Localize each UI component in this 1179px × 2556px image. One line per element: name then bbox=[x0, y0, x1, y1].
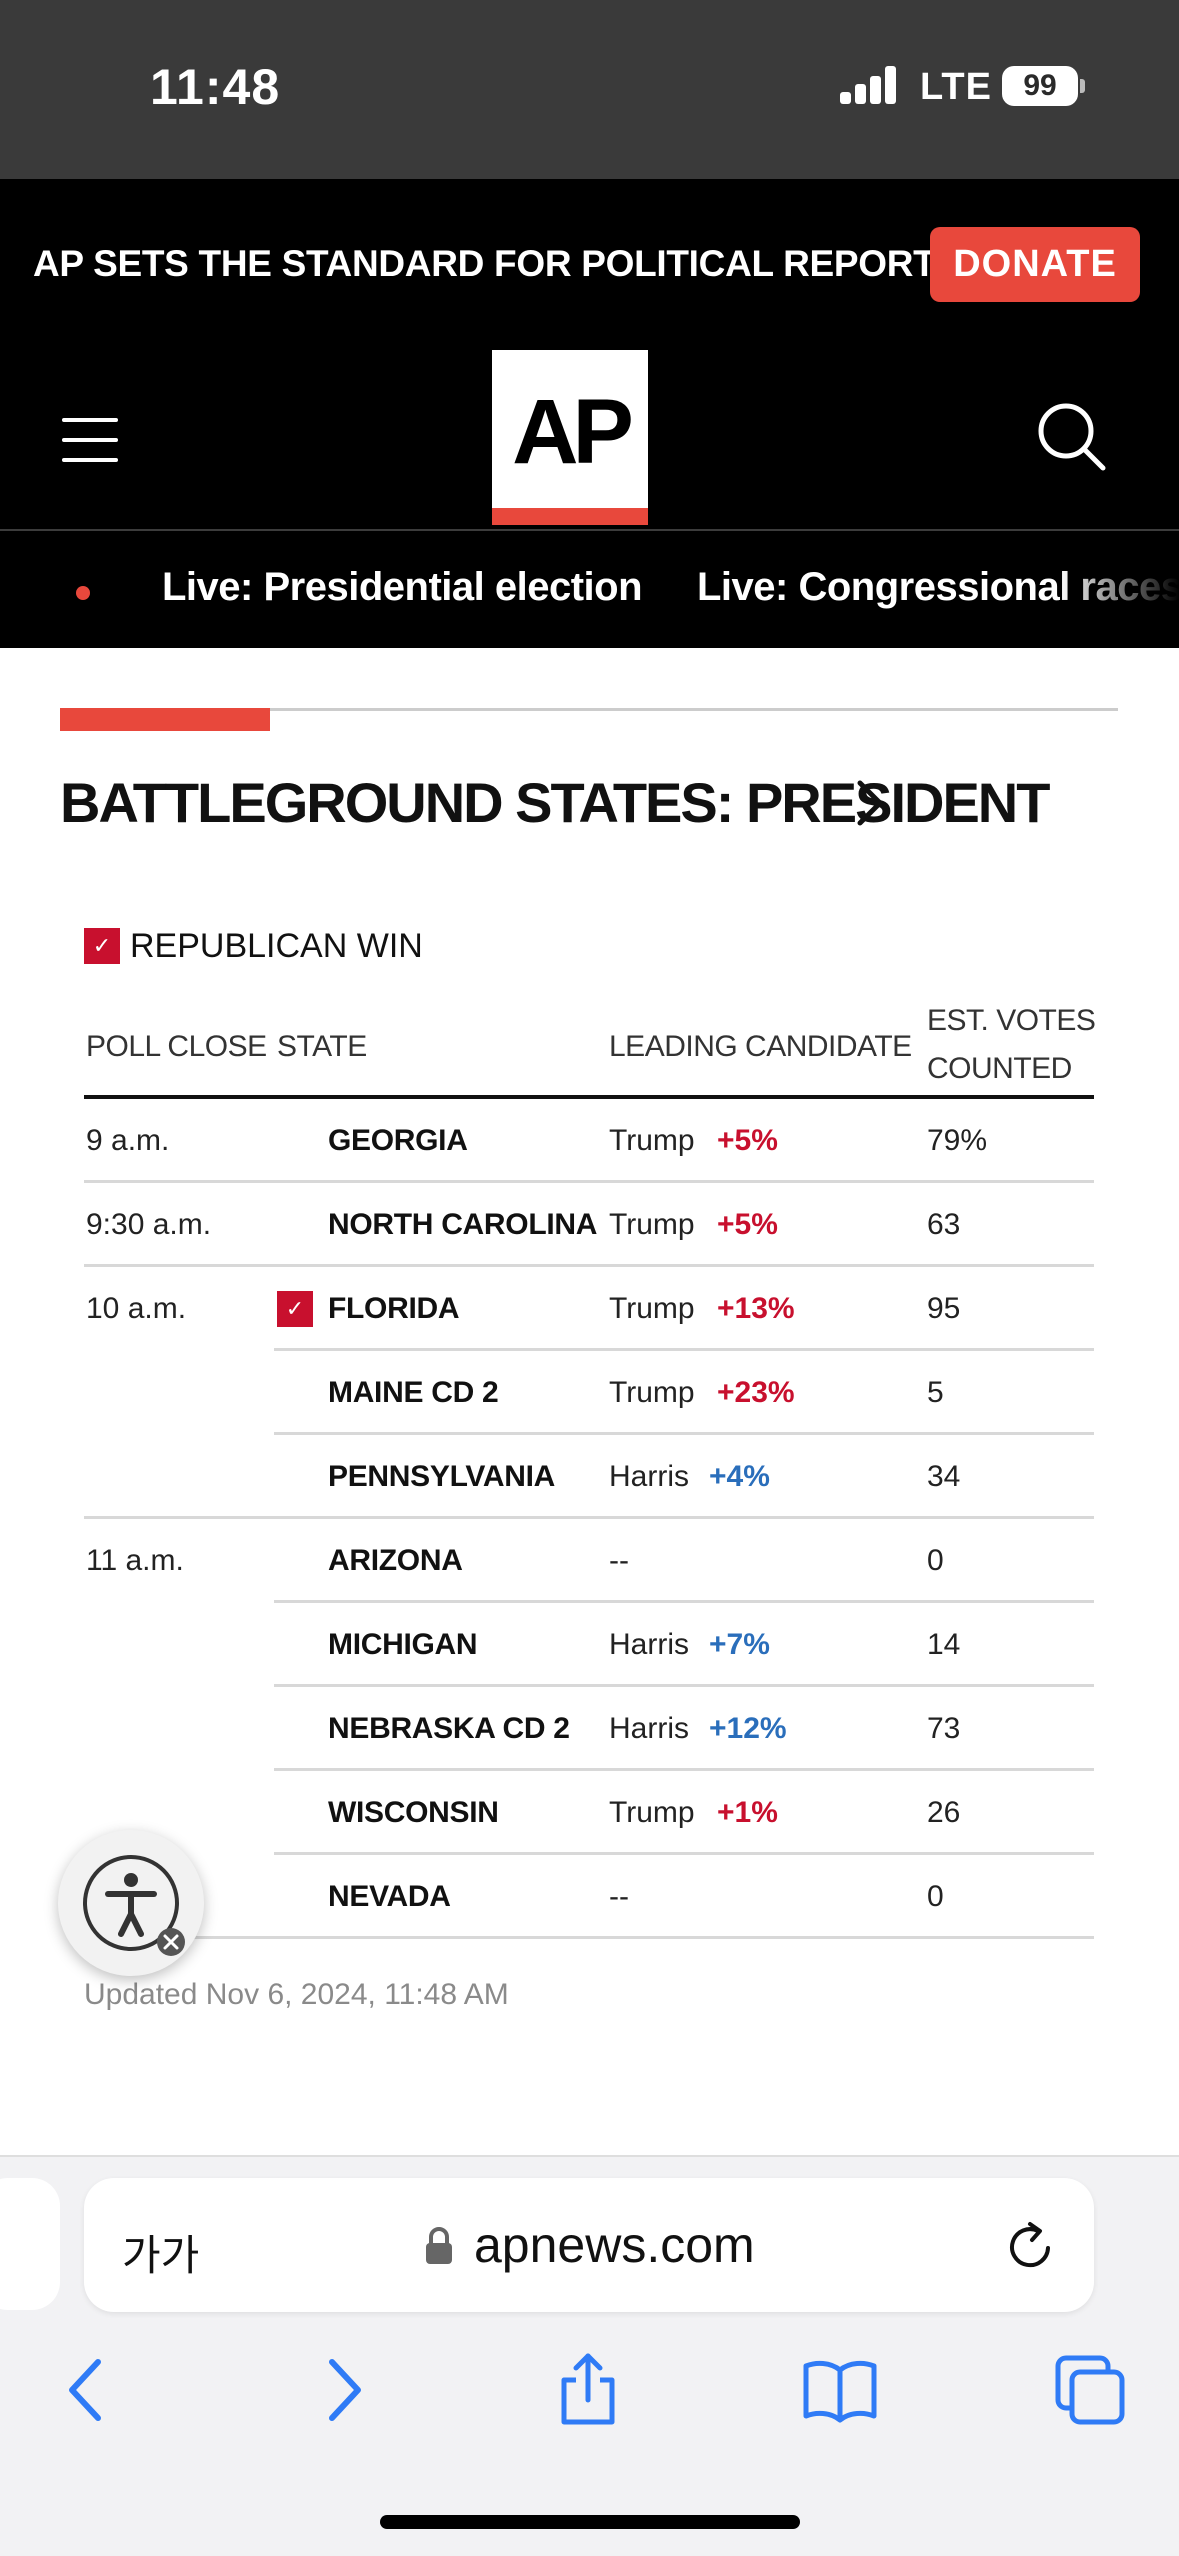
live-strip-fade bbox=[1059, 531, 1179, 648]
header-poll-close: POLL CLOSE bbox=[86, 1030, 267, 1063]
header-est-votes: EST. VOTES bbox=[927, 1004, 1096, 1037]
poll-close-time: 9:30 a.m. bbox=[86, 1208, 212, 1241]
votes-counted: 95 bbox=[927, 1292, 961, 1325]
network-label: LTE bbox=[920, 66, 992, 108]
state-name: WISCONSIN bbox=[328, 1796, 499, 1829]
section-accent bbox=[60, 708, 270, 731]
header-state: STATE bbox=[277, 1030, 367, 1063]
leading-candidate: Trump bbox=[609, 1208, 695, 1241]
leading-candidate: Harris bbox=[609, 1712, 689, 1745]
poll-close-time: 11 a.m. bbox=[86, 1544, 184, 1577]
chevron-right-icon[interactable] bbox=[850, 778, 890, 828]
promo-banner: AP SETS THE STANDARD FOR POLITICAL REPOR… bbox=[0, 179, 1179, 350]
promo-text: AP SETS THE STANDARD FOR POLITICAL REPOR… bbox=[33, 243, 1011, 284]
state-name: FLORIDA bbox=[328, 1292, 460, 1325]
forward-icon[interactable] bbox=[302, 2350, 382, 2430]
votes-counted: 79% bbox=[927, 1124, 988, 1157]
poll-close-time: 9 a.m. bbox=[86, 1124, 170, 1157]
logo-text: AP bbox=[512, 381, 634, 483]
votes-counted: 0 bbox=[927, 1880, 944, 1913]
votes-counted: 5 bbox=[927, 1376, 944, 1409]
votes-counted: 34 bbox=[927, 1460, 961, 1493]
battery-icon: 99 bbox=[1002, 66, 1078, 106]
site-header: AP bbox=[0, 350, 1179, 529]
updated-timestamp: Updated Nov 6, 2024, 11:48 AM bbox=[84, 1978, 509, 2011]
leading-candidate: Trump bbox=[609, 1124, 695, 1157]
logo-accent bbox=[492, 508, 648, 525]
votes-counted: 14 bbox=[927, 1628, 961, 1661]
tabs-icon[interactable] bbox=[1050, 2350, 1130, 2430]
url-bar[interactable]: 가가 apnews.com bbox=[84, 2178, 1094, 2312]
state-name: NEBRASKA CD 2 bbox=[328, 1712, 570, 1745]
state-name: MAINE CD 2 bbox=[328, 1376, 499, 1409]
row-divider bbox=[274, 1432, 1094, 1435]
lead-margin: +5% bbox=[717, 1124, 778, 1157]
header-leading-candidate: LEADING CANDIDATE bbox=[609, 1030, 912, 1063]
state-name: NEVADA bbox=[328, 1880, 451, 1913]
live-strip: Live: Presidential election Live: Congre… bbox=[0, 529, 1179, 648]
legend-label: REPUBLICAN WIN bbox=[130, 927, 423, 965]
lead-margin: +7% bbox=[709, 1628, 770, 1661]
leading-candidate: Trump bbox=[609, 1796, 695, 1829]
leading-candidate: Harris bbox=[609, 1460, 689, 1493]
battery-nub bbox=[1080, 79, 1085, 93]
row-divider bbox=[84, 1180, 1094, 1183]
row-divider bbox=[274, 1684, 1094, 1687]
row-divider bbox=[84, 1936, 1094, 1939]
ap-logo[interactable]: AP bbox=[492, 350, 648, 525]
republican-win-check-icon: ✓ bbox=[84, 928, 120, 964]
leading-candidate: Harris bbox=[609, 1628, 689, 1661]
accessibility-button[interactable] bbox=[58, 1830, 204, 1976]
state-name: ARIZONA bbox=[328, 1544, 463, 1577]
reload-icon[interactable] bbox=[1002, 2218, 1058, 2274]
status-time: 11:48 bbox=[150, 59, 281, 115]
lock-icon bbox=[426, 2227, 452, 2264]
search-icon[interactable] bbox=[1035, 400, 1107, 472]
lead-margin: +5% bbox=[717, 1208, 778, 1241]
leading-candidate: -- bbox=[609, 1880, 629, 1913]
back-icon[interactable] bbox=[48, 2350, 128, 2430]
signal-icon bbox=[840, 66, 898, 104]
live-dot-icon bbox=[76, 586, 90, 600]
leading-candidate: Trump bbox=[609, 1292, 695, 1325]
votes-counted: 63 bbox=[927, 1208, 961, 1241]
lead-margin: +1% bbox=[717, 1796, 778, 1829]
row-divider bbox=[84, 1516, 1094, 1519]
reader-settings-button[interactable]: 가가 bbox=[122, 2232, 200, 2279]
poll-close-time: 10 a.m. bbox=[86, 1292, 187, 1325]
votes-counted: 26 bbox=[927, 1796, 961, 1829]
votes-counted: 73 bbox=[927, 1712, 961, 1745]
row-divider bbox=[274, 1852, 1094, 1855]
home-indicator[interactable] bbox=[380, 2515, 800, 2529]
win-check-icon: ✓ bbox=[277, 1291, 313, 1327]
section-title[interactable]: BATTLEGROUND STATES: PRESIDENT bbox=[60, 771, 1050, 834]
votes-counted: 0 bbox=[927, 1544, 944, 1577]
leading-candidate: Trump bbox=[609, 1376, 695, 1409]
state-name: GEORGIA bbox=[328, 1124, 468, 1157]
row-divider bbox=[274, 1600, 1094, 1603]
share-icon[interactable] bbox=[548, 2350, 628, 2430]
status-bar: 11:48 LTE 99 bbox=[0, 0, 1179, 179]
row-divider bbox=[84, 1264, 1094, 1267]
accessibility-icon bbox=[83, 1855, 185, 1956]
lead-margin: +12% bbox=[709, 1712, 787, 1745]
row-divider bbox=[274, 1348, 1094, 1351]
leading-candidate: -- bbox=[609, 1544, 629, 1577]
hamburger-menu-icon[interactable] bbox=[62, 418, 118, 462]
state-name: MICHIGAN bbox=[328, 1628, 478, 1661]
state-name: PENNSYLVANIA bbox=[328, 1460, 555, 1493]
url-text[interactable]: apnews.com bbox=[474, 2217, 755, 2273]
header-counted: COUNTED bbox=[927, 1052, 1072, 1085]
row-divider bbox=[274, 1768, 1094, 1771]
header-rule bbox=[84, 1095, 1094, 1099]
lead-margin: +13% bbox=[717, 1292, 795, 1325]
previous-tab-preview[interactable] bbox=[0, 2178, 60, 2310]
lead-margin: +4% bbox=[709, 1460, 770, 1493]
bookmarks-icon[interactable] bbox=[800, 2350, 880, 2430]
state-name: NORTH CAROLINA bbox=[328, 1208, 598, 1241]
live-link-presidential[interactable]: Live: Presidential election bbox=[162, 565, 643, 609]
lead-margin: +23% bbox=[717, 1376, 795, 1409]
donate-button[interactable]: DONATE bbox=[930, 227, 1140, 302]
section-rule bbox=[60, 708, 1118, 711]
